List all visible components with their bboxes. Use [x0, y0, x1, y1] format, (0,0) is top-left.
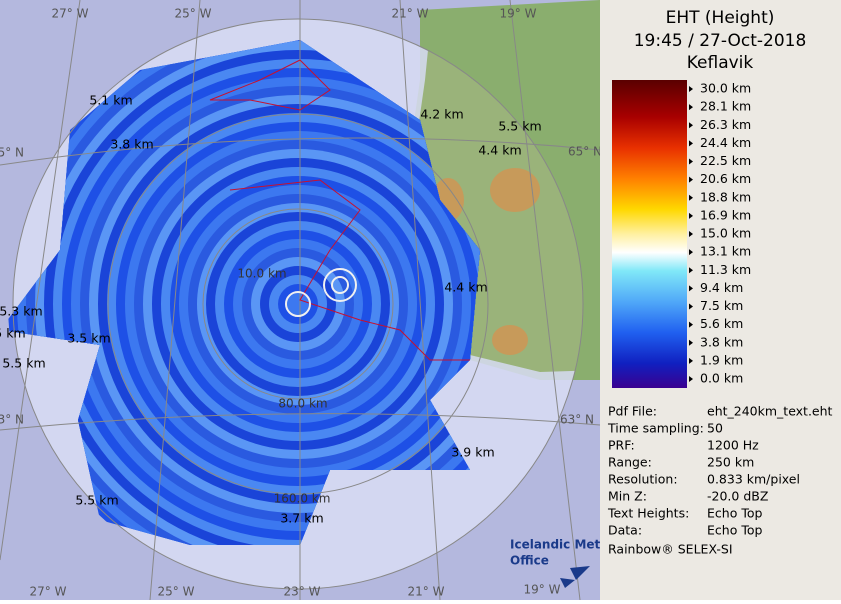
grid-label: 21° W: [392, 7, 429, 21]
legend-label: 3.8 km: [700, 334, 743, 349]
info-value: Echo Top: [707, 523, 762, 538]
coastline: [209, 59, 470, 361]
info-key: Resolution:: [608, 472, 678, 487]
legend-tick: [689, 285, 693, 292]
range-label: 10.0 km: [237, 267, 286, 281]
legend-tick: [689, 376, 693, 382]
height-label: 4.4 km: [444, 280, 487, 295]
time-title: 19:45 / 27-Oct-2018: [634, 31, 807, 51]
height-label: 5.5 km: [498, 119, 541, 134]
legend-label: 11.3 km: [700, 262, 751, 277]
height-label: 5.5 km: [2, 356, 45, 371]
height-label: 5.5 km: [0, 326, 26, 341]
site-title: Keflavik: [687, 53, 754, 73]
grid-label: 19° W: [500, 7, 537, 21]
legend-tick: [689, 357, 693, 364]
grid-label: 25° W: [158, 585, 195, 599]
logo-text: Office: [510, 554, 549, 568]
info-key: Pdf File:: [608, 404, 657, 419]
legend-tick: [689, 194, 693, 201]
info-value: 250 km: [707, 455, 754, 470]
legend-tick: [689, 267, 693, 274]
footer: Rainbow® SELEX-SI: [608, 542, 733, 557]
grid-label: 63° N: [560, 413, 594, 427]
legend-label: 7.5 km: [700, 298, 743, 313]
legend-tick: [689, 303, 693, 310]
info-value: eht_240km_text.eht: [707, 404, 833, 419]
height-label: 4.4 km: [478, 143, 521, 158]
info-value: Echo Top: [707, 506, 762, 521]
echo-ring: [287, 293, 309, 315]
range-label: 80.0 km: [278, 397, 327, 411]
glacier: [490, 168, 540, 212]
legend-label: 0.0 km: [700, 371, 743, 386]
legend-label: 16.9 km: [700, 207, 751, 222]
legend-label: 18.8 km: [700, 189, 751, 204]
info-key: Data:: [608, 523, 642, 538]
info-value: 50: [707, 421, 723, 436]
legend-label: 5.6 km: [700, 316, 743, 331]
grid-label: 65° N: [568, 145, 602, 159]
range-label: 160.0 km: [274, 492, 331, 506]
color-scale: [612, 80, 687, 388]
height-label: 5.1 km: [89, 93, 132, 108]
grid-label: 19° W: [524, 583, 561, 597]
grid-label: 23° W: [284, 585, 321, 599]
legend-tick: [689, 231, 693, 237]
legend-label: 30.0 km: [700, 81, 751, 96]
legend-label: 28.1 km: [700, 99, 751, 114]
legend-tick: [689, 140, 693, 147]
legend-tick: [689, 249, 693, 256]
info-key: Range:: [608, 455, 652, 470]
info-value: -20.0 dBZ: [707, 489, 768, 504]
grid-label: 25° W: [175, 7, 212, 21]
legend-label: 20.6 km: [700, 171, 751, 186]
info-key: Time sampling:: [607, 421, 704, 436]
legend-label: 15.0 km: [700, 226, 751, 241]
height-label: 4.2 km: [420, 107, 463, 122]
height-label: 3.7 km: [280, 511, 323, 526]
glacier: [492, 325, 528, 355]
logo-mark: [560, 566, 590, 588]
height-label: 3.9 km: [451, 445, 494, 460]
legend-label: 1.9 km: [700, 352, 743, 367]
info-key: PRF:: [608, 438, 635, 453]
grid-label: 63° N: [0, 413, 24, 427]
info-key: Min Z:: [608, 489, 647, 504]
height-label: 5.5 km: [75, 493, 118, 508]
product-title: EHT (Height): [666, 8, 775, 28]
grid-label: 21° W: [408, 585, 445, 599]
legend-tick: [689, 104, 693, 111]
legend-label: 13.1 km: [700, 244, 751, 259]
grid-label: 65° N: [0, 146, 24, 160]
height-label: 5.3 km: [0, 304, 43, 319]
info-key: Text Heights:: [607, 506, 689, 521]
legend-tick: [689, 86, 693, 92]
legend-tick: [689, 321, 693, 328]
logo-text: Icelandic Met: [510, 538, 601, 552]
height-label: 3.5 km: [67, 331, 110, 346]
info-value: 1200 Hz: [707, 438, 759, 453]
info-value: 0.833 km/pixel: [707, 472, 800, 487]
grid-label: 27° W: [52, 7, 89, 21]
legend-tick: [689, 212, 693, 219]
site-markers: [285, 268, 357, 317]
height-label: 3.8 km: [110, 137, 153, 152]
legend-tick: [689, 176, 693, 183]
grid-label: 27° W: [30, 585, 67, 599]
legend-tick: [689, 122, 693, 129]
legend-label: 26.3 km: [700, 117, 751, 132]
legend-label: 24.4 km: [700, 135, 751, 150]
legend-label: 9.4 km: [700, 280, 743, 295]
legend-label: 22.5 km: [700, 153, 751, 168]
legend-tick: [689, 339, 693, 346]
legend-tick: [689, 158, 693, 165]
